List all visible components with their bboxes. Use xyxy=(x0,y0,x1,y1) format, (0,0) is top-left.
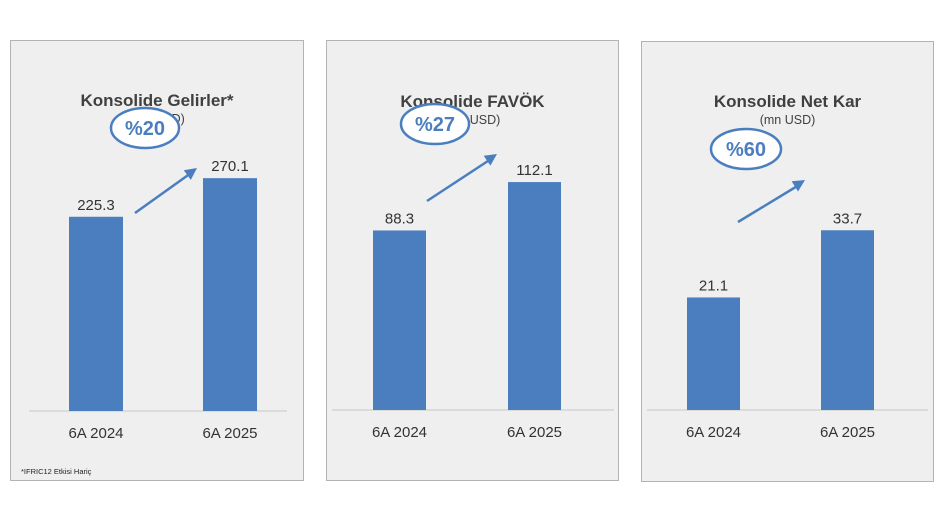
x-tick-label: 6A 2024 xyxy=(372,424,427,441)
bar-6a-2025 xyxy=(508,182,561,410)
bar-6a-2025 xyxy=(203,178,257,411)
chart-panel-ebitda: Konsolide FAVÖK (mn USD) 88.3 6A 2024 112.… xyxy=(326,40,619,481)
arrow-head-icon xyxy=(183,168,197,180)
chart-panel-revenue: Konsolide Gelirler* (mn USD) 225.36A 202… xyxy=(10,40,304,481)
data-label: 33.7 xyxy=(833,210,862,227)
bar-6a-2024 xyxy=(373,230,426,410)
growth-label: %27 xyxy=(415,114,455,136)
chart-title: Konsolide Net Kar xyxy=(713,92,862,111)
growth-label: %60 xyxy=(726,139,766,161)
growth-arrow xyxy=(737,183,800,224)
data-label: 112.1 xyxy=(516,162,552,179)
chart-panel-net-profit: Konsolide Net Kar (mn USD) 21.1 6A 2024 33… xyxy=(641,41,934,482)
data-label: 225.3 xyxy=(77,197,115,214)
bar-6a-2024 xyxy=(69,216,123,411)
data-label: 88.3 xyxy=(385,210,414,227)
chart-subtitle: (mn USD) xyxy=(759,113,816,127)
bar-6a-2024 xyxy=(687,297,740,410)
arrow-head-icon xyxy=(483,154,497,166)
arrow-head-icon xyxy=(791,180,805,192)
growth-label: %20 xyxy=(125,118,165,140)
growth-arrow xyxy=(426,157,492,203)
x-tick-label: 6A 2025 xyxy=(507,424,562,441)
growth-badge xyxy=(709,127,783,171)
x-tick-label: 6A 2025 xyxy=(202,425,257,442)
chart-title: Konsolide Gelirler* xyxy=(80,91,234,110)
data-label: 21.1 xyxy=(699,277,728,294)
footnote: *IFRIC12 Etkisi Hariç xyxy=(21,467,92,476)
x-tick-label: 6A 2024 xyxy=(68,425,123,442)
chart-svg: 21.1 6A 2024 33.7 6A 2025 %60 xyxy=(647,127,928,441)
growth-badge xyxy=(399,102,471,146)
bar-6a-2025 xyxy=(821,230,874,410)
data-label: 270.1 xyxy=(211,158,249,175)
chart-svg: 225.3 6A 2024 270.1 6A 2025 %20 xyxy=(29,106,287,442)
growth-arrow xyxy=(134,171,192,215)
chart-svg: 88.3 6A 2024 112.1 6A 2025 %27 xyxy=(332,102,614,441)
x-tick-label: 6A 2025 xyxy=(820,424,875,441)
x-tick-label: 6A 2024 xyxy=(686,424,741,441)
growth-badge xyxy=(109,106,181,150)
